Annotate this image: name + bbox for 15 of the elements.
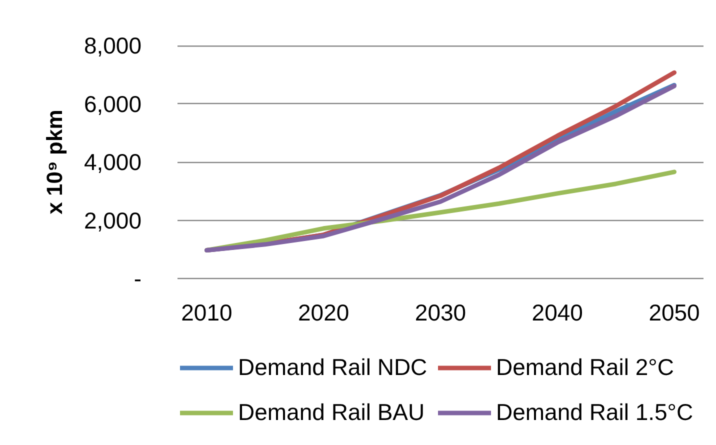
y-tick-label: - xyxy=(134,266,142,292)
y-tick-label: 4,000 xyxy=(84,149,142,175)
y-tick-label: 6,000 xyxy=(84,90,142,117)
legend-label: Demand Rail BAU xyxy=(238,398,426,427)
legend-label: Demand Rail 2°C xyxy=(496,353,675,382)
legend-label: Demand Rail NDC xyxy=(238,353,428,382)
x-tick-label: 2020 xyxy=(298,300,350,326)
x-tick-label: 2010 xyxy=(181,300,232,326)
x-tick-label: 2050 xyxy=(648,300,700,326)
y-tick-label: 8,000 xyxy=(84,32,142,58)
y-tick-label: 2,000 xyxy=(84,207,142,234)
x-tick-label: 2030 xyxy=(414,300,466,326)
y-axis-title: x 10⁹ pkm xyxy=(42,110,67,214)
legend-label: Demand Rail 1.5°C xyxy=(496,398,694,427)
x-tick-label: 2040 xyxy=(532,300,583,326)
